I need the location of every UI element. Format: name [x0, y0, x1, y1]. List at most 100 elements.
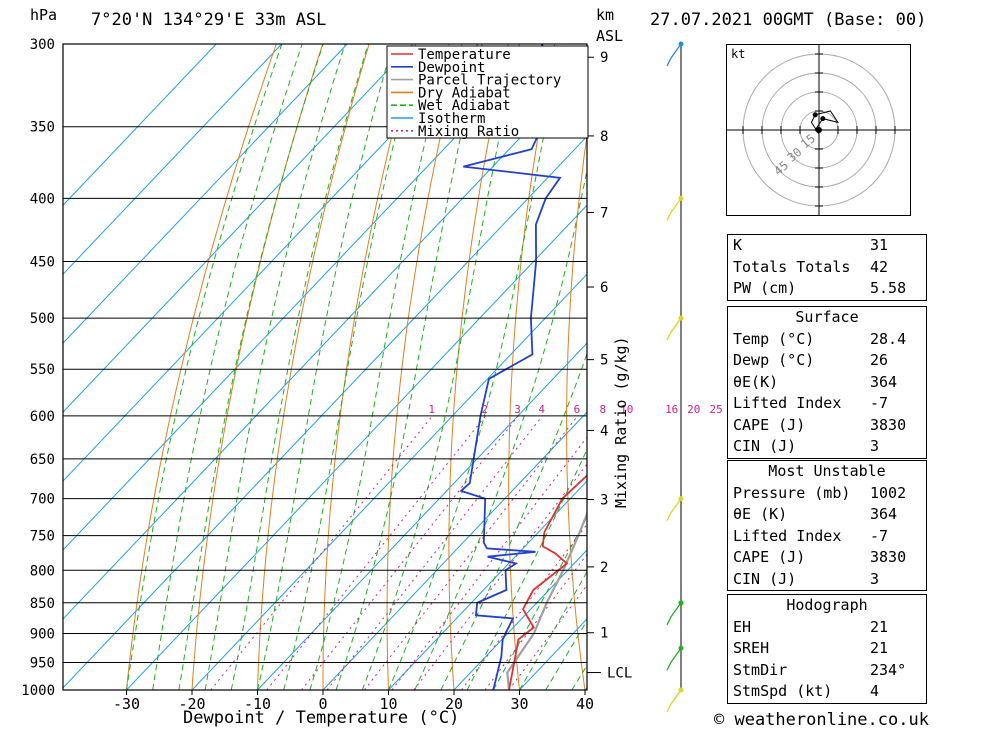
mu-theta-value: 364	[870, 505, 898, 523]
surface-dewp-row: Dewp (°C) 26	[728, 350, 926, 372]
surface-table: Surface Temp (°C) 28.4 Dewp (°C) 26 θE(K) 3…	[727, 306, 927, 459]
km-unit-label: km	[596, 6, 615, 24]
temp-tick-label: 30	[510, 695, 528, 713]
mixing-ratio-label: 4	[538, 403, 545, 416]
wet-adiabat-line	[492, 515, 587, 690]
mixing-ratio-line	[363, 415, 579, 690]
stmdir-row: StmDir 234°	[728, 660, 926, 682]
mu-li-row: Lifted Index -7	[728, 526, 926, 548]
wet-adiabat-line	[230, 44, 369, 690]
asl-unit-label: ASL	[596, 27, 624, 45]
isotherm-line	[63, 66, 587, 620]
legend-entry: Mixing Ratio	[418, 124, 519, 140]
km-tick-label: 4	[600, 423, 608, 439]
copyright-link[interactable]: © weatheronline.co.uk	[714, 710, 929, 730]
pressure-tick-label: 600	[30, 409, 55, 425]
dry-adiabat-line	[386, 44, 463, 690]
surface-cin-row: CIN (J) 3	[728, 436, 926, 458]
km-tick-label: 1	[600, 626, 608, 642]
wind-barb	[666, 602, 682, 626]
isotherm-line	[63, 44, 479, 482]
k-value: 31	[870, 236, 889, 254]
pressure-tick-label: 650	[30, 452, 55, 468]
mu-cape-label: CAPE (J)	[733, 548, 806, 566]
wet-adiabat-line	[440, 352, 587, 690]
pressure-tick-label: 800	[30, 563, 55, 579]
legend-entry: Wet Adiabat	[418, 98, 511, 114]
hodograph-unit-label: kt	[731, 47, 745, 61]
surface-theta-value: 364	[870, 372, 898, 391]
mixing-ratio-label: 2	[481, 403, 488, 416]
stmspd-value: 4	[870, 682, 880, 700]
k-label: K	[733, 236, 743, 254]
totals-totals-row: Totals Totals 42	[728, 257, 926, 279]
km-tick-label: 3	[600, 492, 608, 508]
hodograph-table: Hodograph EH 21 SREH 21 StmDir 234° StmSpd …	[727, 594, 927, 704]
km-tick-label: 8	[600, 129, 608, 145]
most-unstable-title: Most Unstable	[768, 462, 886, 480]
temperature-line	[508, 465, 587, 690]
wind-barb	[666, 647, 682, 671]
km-tick-label: 7	[600, 205, 608, 221]
wind-barb	[666, 197, 682, 221]
isotherm-line	[63, 44, 545, 551]
mu-li-label: Lifted Index	[733, 526, 842, 545]
dry-adiabat-line	[926, 44, 1000, 690]
dry-adiabat-line	[677, 44, 716, 690]
temp-tick-label: 0	[318, 695, 327, 713]
mu-pressure-row: Pressure (mb) 1002	[728, 483, 926, 505]
legend-entry: Isotherm	[418, 111, 485, 127]
mu-pressure-value: 1002	[870, 483, 907, 502]
surface-cin-label: CIN (J)	[733, 437, 797, 455]
eh-label: EH	[733, 617, 752, 636]
indices-table: K 31 Totals Totals 42 PW (cm) 5.58	[727, 234, 927, 301]
k-index-row: K 31	[728, 235, 926, 257]
isotherm-line	[191, 273, 587, 690]
mixing-ratio-label: 10	[620, 403, 633, 416]
stmdir-value: 234°	[870, 660, 907, 679]
pw-label: PW (cm)	[733, 279, 797, 297]
location-title: 7°20'N 134°29'E 33m ASL	[91, 10, 327, 30]
datetime-title: 27.07.2021 00GMT (Base: 00)	[650, 10, 927, 30]
mu-cin-value: 3	[870, 569, 880, 588]
mu-theta-row: θE (K) 364	[728, 504, 926, 526]
pressure-tick-label: 850	[30, 596, 55, 612]
pw-row: PW (cm) 5.58	[728, 278, 926, 300]
lcl-label: LCL	[607, 666, 632, 682]
mu-cape-row: CAPE (J) 3830	[728, 547, 926, 569]
isotherm-line	[63, 44, 348, 344]
surface-dewp-value: 26	[870, 351, 889, 369]
pressure-tick-label: 450	[30, 255, 55, 271]
isotherm-line	[257, 342, 587, 690]
wet-adiabat-line	[283, 44, 421, 690]
wind-barb	[666, 317, 682, 341]
hpa-unit-label: hPa	[30, 6, 58, 24]
pressure-tick-label: 750	[30, 529, 55, 545]
stmspd-row: StmSpd (kt) 4	[728, 681, 926, 703]
mixing-ratio-label: 16	[665, 403, 678, 416]
temp-tick-label: 40	[576, 695, 594, 713]
km-tick-label: 2	[600, 560, 608, 576]
dry-adiabat-line	[257, 44, 370, 690]
surface-cape-row: CAPE (J) 3830	[728, 415, 926, 437]
legend-entry: Parcel Trajectory	[418, 73, 561, 89]
wet-adiabat-line	[466, 448, 587, 690]
mixing-ratio-axis-label: Mixing Ratio (g/kg)	[612, 336, 630, 508]
legend-entry: Dewpoint	[418, 60, 485, 76]
legend-entry: Temperature	[418, 47, 511, 63]
dry-adiabat-line	[973, 44, 1000, 690]
mixing-ratio-label: 6	[574, 403, 581, 416]
wet-adiabat-line	[204, 44, 346, 690]
tt-value: 42	[870, 257, 889, 276]
parcel-trajectory-line	[506, 511, 587, 690]
surface-li-label: Lifted Index	[733, 394, 842, 412]
pressure-tick-label: 950	[30, 655, 55, 671]
km-tick-label: 9	[600, 50, 608, 66]
mixing-ratio-line	[301, 415, 519, 690]
mixing-ratio-label: 8	[600, 403, 607, 416]
km-tick-label: 5	[600, 353, 608, 369]
temp-tick-label: -30	[113, 695, 140, 713]
x-axis-label: Dewpoint / Temperature (°C)	[183, 708, 460, 728]
